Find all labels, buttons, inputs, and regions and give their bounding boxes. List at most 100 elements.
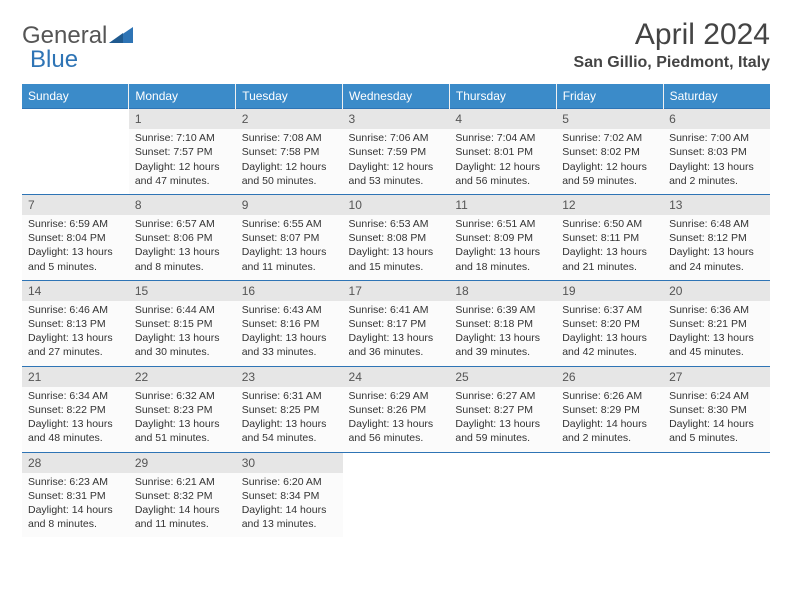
weekday-header: Tuesday bbox=[236, 84, 343, 109]
sunrise-line: Sunrise: 6:59 AM bbox=[28, 217, 123, 231]
calendar-day-cell: 29Sunrise: 6:21 AMSunset: 8:32 PMDayligh… bbox=[129, 452, 236, 537]
header: General April 2024 San Gillio, Piedmont,… bbox=[22, 18, 770, 72]
month-title: April 2024 bbox=[574, 18, 770, 52]
sunrise-line: Sunrise: 6:46 AM bbox=[28, 303, 123, 317]
daylight-line: Daylight: 13 hours and 11 minutes. bbox=[242, 245, 337, 273]
calendar-day-cell: 22Sunrise: 6:32 AMSunset: 8:23 PMDayligh… bbox=[129, 366, 236, 452]
location: San Gillio, Piedmont, Italy bbox=[574, 54, 770, 72]
daylight-line: Daylight: 13 hours and 56 minutes. bbox=[349, 417, 444, 445]
day-number: 19 bbox=[556, 281, 663, 301]
calendar-day-cell: 18Sunrise: 6:39 AMSunset: 8:18 PMDayligh… bbox=[449, 280, 556, 366]
sunset-line: Sunset: 8:04 PM bbox=[28, 231, 123, 245]
sunset-line: Sunset: 7:59 PM bbox=[349, 145, 444, 159]
sunset-line: Sunset: 8:34 PM bbox=[242, 489, 337, 503]
day-number: 22 bbox=[129, 367, 236, 387]
calendar-day-cell bbox=[22, 109, 129, 195]
calendar-day-cell: 4Sunrise: 7:04 AMSunset: 8:01 PMDaylight… bbox=[449, 109, 556, 195]
daylight-line: Daylight: 14 hours and 13 minutes. bbox=[242, 503, 337, 531]
day-number: 7 bbox=[22, 195, 129, 215]
day-number: 23 bbox=[236, 367, 343, 387]
daylight-line: Daylight: 12 hours and 47 minutes. bbox=[135, 160, 230, 188]
sunrise-line: Sunrise: 6:32 AM bbox=[135, 389, 230, 403]
weekday-header: Monday bbox=[129, 84, 236, 109]
daylight-line: Daylight: 13 hours and 8 minutes. bbox=[135, 245, 230, 273]
sunrise-line: Sunrise: 6:39 AM bbox=[455, 303, 550, 317]
calendar-day-cell: 9Sunrise: 6:55 AMSunset: 8:07 PMDaylight… bbox=[236, 194, 343, 280]
logo-triangle-icon bbox=[109, 25, 133, 48]
sunset-line: Sunset: 8:11 PM bbox=[562, 231, 657, 245]
calendar-day-cell bbox=[343, 452, 450, 537]
daylight-line: Daylight: 13 hours and 59 minutes. bbox=[455, 417, 550, 445]
sunrise-line: Sunrise: 6:31 AM bbox=[242, 389, 337, 403]
calendar-day-cell: 7 Sunrise: 6:59 AMSunset: 8:04 PMDaylight… bbox=[22, 194, 129, 280]
sunset-line: Sunset: 8:16 PM bbox=[242, 317, 337, 331]
calendar-day-cell: 10Sunrise: 6:53 AMSunset: 8:08 PMDayligh… bbox=[343, 194, 450, 280]
sunrise-line: Sunrise: 6:57 AM bbox=[135, 217, 230, 231]
title-block: April 2024 San Gillio, Piedmont, Italy bbox=[574, 18, 770, 72]
calendar-day-cell: 28Sunrise: 6:23 AMSunset: 8:31 PMDayligh… bbox=[22, 452, 129, 537]
day-number: 26 bbox=[556, 367, 663, 387]
daylight-line: Daylight: 13 hours and 42 minutes. bbox=[562, 331, 657, 359]
daylight-line: Daylight: 13 hours and 5 minutes. bbox=[28, 245, 123, 273]
calendar-week-row: 14Sunrise: 6:46 AMSunset: 8:13 PMDayligh… bbox=[22, 280, 770, 366]
sunrise-line: Sunrise: 7:06 AM bbox=[349, 131, 444, 145]
calendar-day-cell: 26Sunrise: 6:26 AMSunset: 8:29 PMDayligh… bbox=[556, 366, 663, 452]
sunrise-line: Sunrise: 6:26 AM bbox=[562, 389, 657, 403]
day-number: 28 bbox=[22, 453, 129, 473]
calendar-day-cell: 5Sunrise: 7:02 AMSunset: 8:02 PMDaylight… bbox=[556, 109, 663, 195]
day-number: 1 bbox=[129, 109, 236, 129]
sunset-line: Sunset: 8:23 PM bbox=[135, 403, 230, 417]
daylight-line: Daylight: 13 hours and 2 minutes. bbox=[669, 160, 764, 188]
daylight-line: Daylight: 13 hours and 45 minutes. bbox=[669, 331, 764, 359]
day-number: 16 bbox=[236, 281, 343, 301]
calendar-day-cell: 16Sunrise: 6:43 AMSunset: 8:16 PMDayligh… bbox=[236, 280, 343, 366]
day-number: 17 bbox=[343, 281, 450, 301]
sunset-line: Sunset: 8:07 PM bbox=[242, 231, 337, 245]
sunrise-line: Sunrise: 6:27 AM bbox=[455, 389, 550, 403]
sunrise-line: Sunrise: 7:10 AM bbox=[135, 131, 230, 145]
day-number: 8 bbox=[129, 195, 236, 215]
calendar-day-cell: 3Sunrise: 7:06 AMSunset: 7:59 PMDaylight… bbox=[343, 109, 450, 195]
daylight-line: Daylight: 13 hours and 39 minutes. bbox=[455, 331, 550, 359]
sunset-line: Sunset: 8:13 PM bbox=[28, 317, 123, 331]
sunrise-line: Sunrise: 6:53 AM bbox=[349, 217, 444, 231]
calendar-table: SundayMondayTuesdayWednesdayThursdayFrid… bbox=[22, 84, 770, 537]
sunrise-line: Sunrise: 6:51 AM bbox=[455, 217, 550, 231]
sunrise-line: Sunrise: 7:08 AM bbox=[242, 131, 337, 145]
calendar-day-cell bbox=[449, 452, 556, 537]
sunset-line: Sunset: 8:12 PM bbox=[669, 231, 764, 245]
sunset-line: Sunset: 8:08 PM bbox=[349, 231, 444, 245]
day-number: 15 bbox=[129, 281, 236, 301]
calendar-day-cell: 25Sunrise: 6:27 AMSunset: 8:27 PMDayligh… bbox=[449, 366, 556, 452]
daylight-line: Daylight: 13 hours and 30 minutes. bbox=[135, 331, 230, 359]
day-number: 4 bbox=[449, 109, 556, 129]
calendar-day-cell: 8 Sunrise: 6:57 AMSunset: 8:06 PMDaylight… bbox=[129, 194, 236, 280]
sunrise-line: Sunrise: 6:55 AM bbox=[242, 217, 337, 231]
sunset-line: Sunset: 8:32 PM bbox=[135, 489, 230, 503]
daylight-line: Daylight: 14 hours and 11 minutes. bbox=[135, 503, 230, 531]
day-number: 30 bbox=[236, 453, 343, 473]
calendar-day-cell: 11Sunrise: 6:51 AMSunset: 8:09 PMDayligh… bbox=[449, 194, 556, 280]
daylight-line: Daylight: 13 hours and 18 minutes. bbox=[455, 245, 550, 273]
sunrise-line: Sunrise: 6:21 AM bbox=[135, 475, 230, 489]
sunset-line: Sunset: 8:01 PM bbox=[455, 145, 550, 159]
calendar-day-cell: 19Sunrise: 6:37 AMSunset: 8:20 PMDayligh… bbox=[556, 280, 663, 366]
day-number: 6 bbox=[663, 109, 770, 129]
day-number: 12 bbox=[556, 195, 663, 215]
sunset-line: Sunset: 8:06 PM bbox=[135, 231, 230, 245]
day-number: 3 bbox=[343, 109, 450, 129]
daylight-line: Daylight: 13 hours and 48 minutes. bbox=[28, 417, 123, 445]
day-number: 5 bbox=[556, 109, 663, 129]
calendar-day-cell: 15Sunrise: 6:44 AMSunset: 8:15 PMDayligh… bbox=[129, 280, 236, 366]
calendar-day-cell: 2Sunrise: 7:08 AMSunset: 7:58 PMDaylight… bbox=[236, 109, 343, 195]
sunrise-line: Sunrise: 7:00 AM bbox=[669, 131, 764, 145]
daylight-line: Daylight: 13 hours and 54 minutes. bbox=[242, 417, 337, 445]
daylight-line: Daylight: 13 hours and 27 minutes. bbox=[28, 331, 123, 359]
weekday-header: Saturday bbox=[663, 84, 770, 109]
calendar-day-cell: 13Sunrise: 6:48 AMSunset: 8:12 PMDayligh… bbox=[663, 194, 770, 280]
daylight-line: Daylight: 13 hours and 21 minutes. bbox=[562, 245, 657, 273]
sunrise-line: Sunrise: 6:23 AM bbox=[28, 475, 123, 489]
sunset-line: Sunset: 8:30 PM bbox=[669, 403, 764, 417]
daylight-line: Daylight: 14 hours and 2 minutes. bbox=[562, 417, 657, 445]
calendar-day-cell: 27Sunrise: 6:24 AMSunset: 8:30 PMDayligh… bbox=[663, 366, 770, 452]
